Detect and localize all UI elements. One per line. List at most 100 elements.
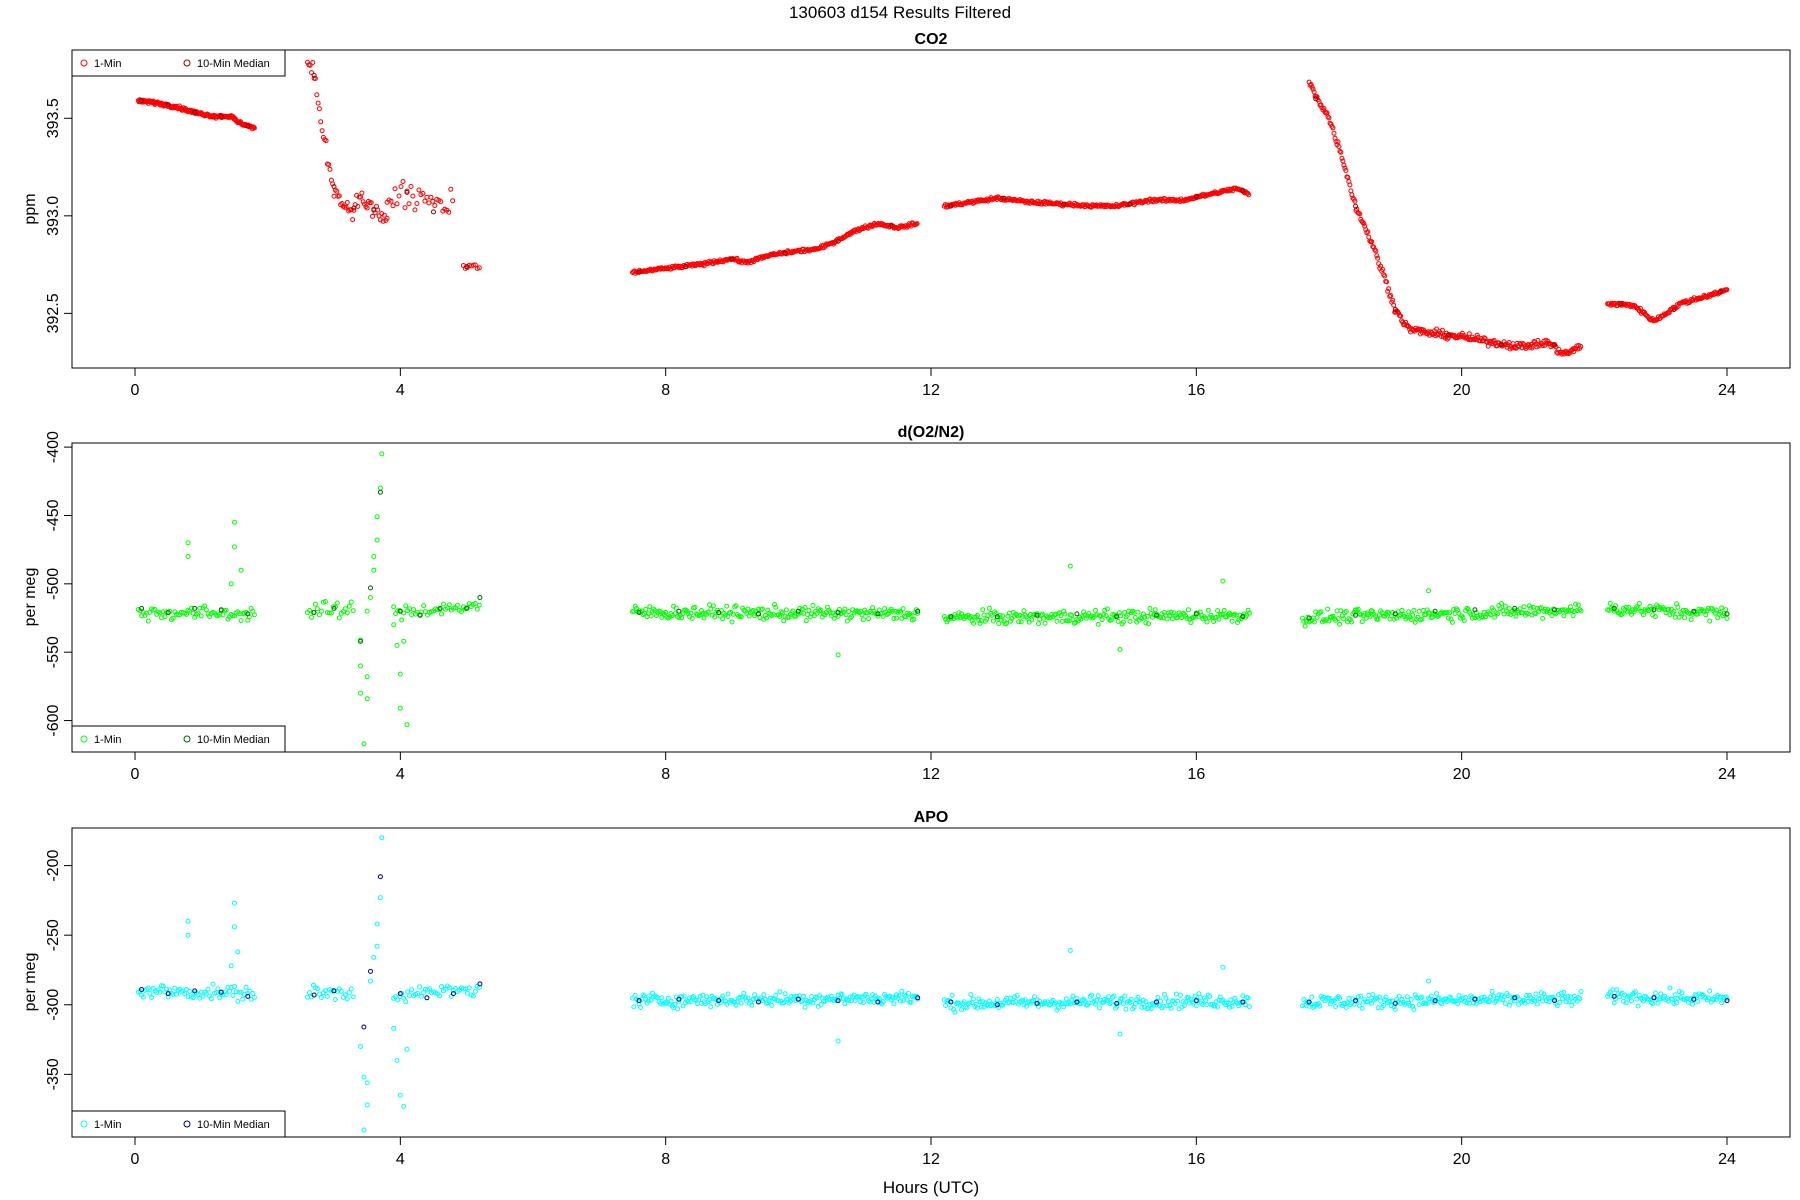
- one-min-point: [1366, 234, 1372, 240]
- one-min-point: [1424, 1001, 1430, 1006]
- one-min-point: [1443, 996, 1449, 1002]
- one-min-point: [1678, 995, 1684, 1001]
- one-min-point: [1053, 611, 1059, 617]
- one-min-point: [1535, 337, 1541, 343]
- y-tick-label: 392.5: [45, 293, 62, 333]
- one-min-point: [737, 994, 743, 1000]
- one-min-point: [974, 613, 980, 618]
- one-min-point: [1069, 612, 1075, 618]
- one-min-point: [1416, 1002, 1422, 1008]
- one-min-point: [235, 949, 241, 955]
- one-min-point: [334, 600, 340, 606]
- one-min-point: [1626, 604, 1632, 610]
- panel-apo-ticks: 0 4 8 12 16 20 24 -350 -300 -250 -200: [45, 849, 1736, 1168]
- panel-co2-ylabel: ppm: [22, 193, 39, 224]
- one-min-point: [1346, 995, 1352, 1001]
- one-min-point: [1674, 1000, 1680, 1006]
- one-min-point: [454, 602, 460, 608]
- one-min-point: [348, 599, 354, 605]
- y-tick-label: -250: [45, 919, 62, 951]
- one-min-point: [1070, 993, 1076, 999]
- one-min-point: [1037, 616, 1043, 622]
- one-min-point: [381, 212, 387, 218]
- one-min-point: [1636, 601, 1642, 606]
- x-tick-label: 20: [1453, 1151, 1471, 1168]
- one-min-point: [1337, 995, 1343, 1001]
- one-min-point: [1392, 1007, 1398, 1012]
- one-min-point: [307, 62, 313, 68]
- one-min-point: [952, 1009, 958, 1015]
- one-min-point: [1566, 999, 1572, 1004]
- one-min-point: [1016, 619, 1022, 625]
- one-min-point: [144, 610, 150, 616]
- panel-o2n2-title: d(O2/N2): [898, 424, 965, 441]
- one-min-point: [859, 994, 865, 1000]
- one-min-point: [835, 1038, 841, 1044]
- one-min-point: [1185, 607, 1191, 613]
- one-min-point: [336, 193, 342, 199]
- one-min-point: [802, 605, 808, 610]
- one-min-point: [432, 203, 438, 208]
- panel-co2-points: [135, 59, 1730, 357]
- one-min-point: [1398, 313, 1404, 319]
- legend-label-one-min: 1-Min: [94, 734, 122, 746]
- one-min-point: [388, 198, 394, 204]
- one-min-point: [1177, 992, 1183, 998]
- one-min-point: [374, 943, 380, 949]
- median-point: [437, 605, 443, 611]
- one-min-point: [1561, 613, 1567, 619]
- one-min-point: [235, 998, 241, 1004]
- one-min-point: [1364, 230, 1370, 236]
- one-min-point: [364, 1080, 370, 1086]
- one-min-point: [401, 638, 407, 644]
- one-min-point: [1719, 1000, 1725, 1006]
- one-min-point: [397, 705, 403, 711]
- one-min-point: [1619, 611, 1625, 617]
- one-min-point: [460, 986, 466, 992]
- one-min-point: [1135, 609, 1141, 615]
- one-min-point: [1317, 1003, 1323, 1009]
- one-min-point: [977, 620, 983, 626]
- one-min-point: [697, 993, 703, 999]
- one-min-point: [1578, 608, 1584, 614]
- one-min-point: [428, 194, 434, 200]
- one-min-point: [643, 606, 649, 612]
- one-min-point: [1426, 978, 1431, 984]
- one-min-point: [1212, 1003, 1218, 1009]
- one-min-point: [305, 994, 310, 1000]
- one-min-point: [725, 991, 731, 997]
- one-min-point: [945, 617, 951, 623]
- one-min-point: [1564, 350, 1570, 356]
- one-min-point: [1221, 607, 1227, 613]
- panel-apo-frame: [71, 827, 1791, 1138]
- one-min-point: [700, 992, 706, 998]
- one-min-point: [240, 996, 246, 1002]
- y-tick-label: -300: [45, 989, 62, 1021]
- one-min-point: [806, 607, 812, 613]
- one-min-point: [1449, 619, 1455, 625]
- one-min-point: [170, 615, 176, 621]
- one-min-point: [1318, 102, 1324, 108]
- one-min-point: [673, 605, 679, 611]
- one-min-point: [422, 198, 428, 204]
- one-min-point: [713, 997, 719, 1002]
- one-min-point: [1029, 617, 1035, 623]
- one-min-point: [741, 990, 747, 996]
- one-min-point: [1402, 614, 1408, 619]
- legend-marker-one-min: [80, 735, 88, 743]
- one-min-point: [675, 1006, 681, 1012]
- figure-title: 130603 d154 Results Filtered: [789, 3, 1011, 22]
- one-min-point: [476, 602, 482, 608]
- one-min-point: [1502, 603, 1508, 609]
- y-tick-label: -350: [45, 1058, 62, 1090]
- one-min-point: [417, 984, 423, 990]
- one-min-point: [1151, 612, 1157, 617]
- one-min-point: [1404, 994, 1410, 1000]
- one-min-point: [790, 608, 796, 614]
- one-min-point: [1146, 621, 1152, 627]
- one-min-point: [1120, 1001, 1126, 1007]
- y-tick-label: 393.0: [45, 196, 62, 236]
- one-min-point: [164, 986, 169, 992]
- one-min-point: [835, 652, 841, 658]
